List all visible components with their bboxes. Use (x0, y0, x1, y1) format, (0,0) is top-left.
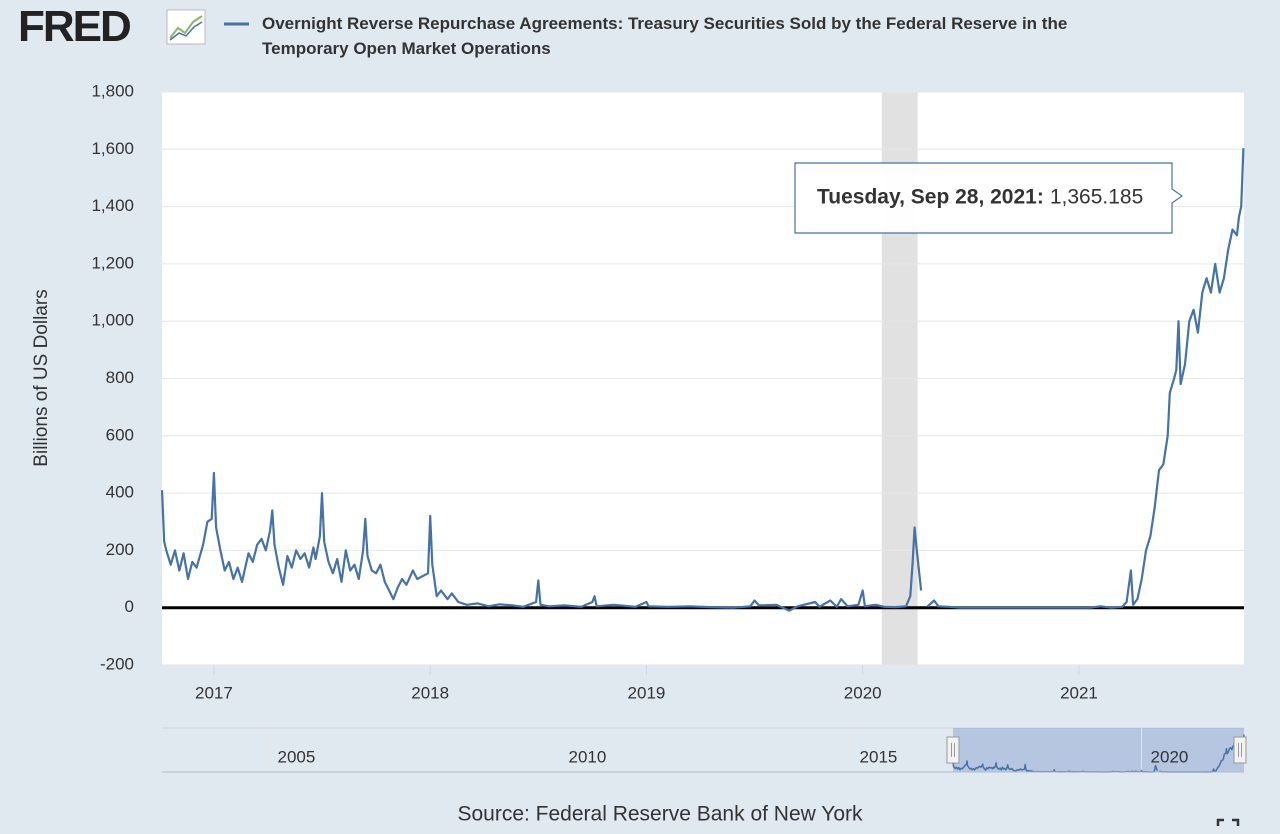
y-tick-label: 1,800 (91, 81, 134, 100)
x-tick-label: 2019 (628, 683, 666, 702)
navigator-selection (952, 728, 1244, 772)
y-tick-label: 1,600 (91, 139, 134, 158)
source: Source: Federal Reserve Bank of New York (457, 803, 863, 826)
y-tick-label: 1,000 (91, 311, 134, 330)
tooltip-date: Tuesday, Sep 28, 2021: (817, 186, 1044, 209)
y-tick-label: -200 (100, 654, 134, 673)
navigator-handle[interactable] (1233, 736, 1247, 764)
navigator-tick-label: 2015 (860, 747, 898, 766)
navigator-tick-label: 2010 (569, 747, 607, 766)
y-tick-label: 0 (125, 597, 134, 616)
y-tick-label: 600 (106, 425, 134, 444)
fullscreen-icon[interactable] (1216, 818, 1240, 826)
logo-icon (166, 9, 206, 45)
x-tick-label: 2020 (844, 683, 882, 702)
y-tick-label: 1,400 (91, 196, 134, 215)
x-tick-label: 2021 (1060, 683, 1098, 702)
y-tick-label: 400 (106, 483, 134, 502)
data-line (160, 148, 1245, 612)
tooltip-box (794, 162, 1184, 234)
chart-title: Overnight Reverse Repurchase Agreements:… (262, 14, 1068, 58)
navigator-tick-label: 2005 (278, 747, 316, 766)
navigator-handle[interactable] (946, 736, 960, 764)
tooltip-value: 1,365.185 (1050, 186, 1143, 209)
y-tick-label: 200 (106, 540, 134, 559)
y-tick-label: 1,200 (91, 253, 134, 272)
y-axis-label: Billions of US Dollars (31, 289, 52, 466)
navigator-tick-label: 2020 (1151, 747, 1189, 766)
logo: FRED (18, 2, 132, 51)
y-tick-label: 800 (106, 368, 134, 387)
x-tick-label: 2018 (411, 683, 449, 702)
x-tick-label: 2017 (195, 683, 233, 702)
